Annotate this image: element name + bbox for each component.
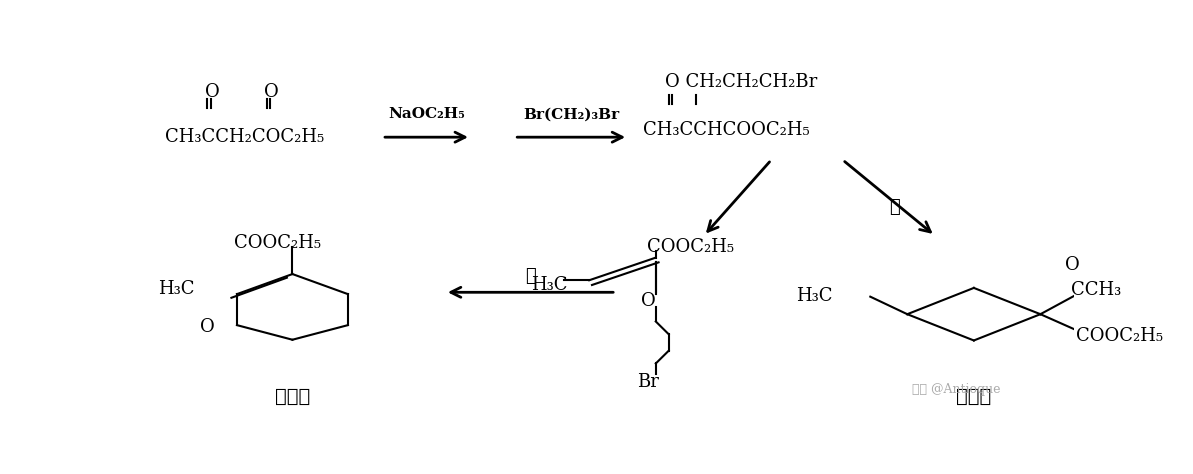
Text: O: O	[200, 318, 215, 336]
Text: O: O	[1065, 256, 1080, 274]
Text: COOC₂H₅: COOC₂H₅	[647, 238, 734, 256]
Text: 快: 快	[526, 267, 537, 285]
Text: O: O	[641, 292, 656, 310]
Text: 六员环: 六员环	[274, 388, 310, 406]
Text: H₃C: H₃C	[797, 287, 833, 305]
Text: O CH₂CH₂CH₂Br: O CH₂CH₂CH₂Br	[665, 73, 817, 91]
Text: Br(CH₂)₃Br: Br(CH₂)₃Br	[524, 107, 619, 121]
Text: 慢: 慢	[889, 198, 900, 216]
Text: 四员环: 四员环	[957, 388, 991, 406]
Text: H₃C: H₃C	[531, 276, 568, 294]
Text: COOC₂H₅: COOC₂H₅	[1076, 327, 1163, 345]
Text: 知乎 @Antioque: 知乎 @Antioque	[911, 383, 1001, 395]
Text: Br: Br	[637, 374, 660, 392]
Text: COOC₂H₅: COOC₂H₅	[234, 234, 321, 252]
Text: O: O	[205, 82, 220, 100]
Text: NaOC₂H₅: NaOC₂H₅	[388, 107, 465, 121]
Text: H₃C: H₃C	[159, 280, 194, 298]
Text: CH₃CCHCOOC₂H₅: CH₃CCHCOOC₂H₅	[643, 121, 810, 139]
Text: CH₃CCH₂COC₂H₅: CH₃CCH₂COC₂H₅	[165, 128, 324, 146]
Text: O: O	[264, 82, 278, 100]
Text: CCH₃: CCH₃	[1071, 282, 1121, 300]
